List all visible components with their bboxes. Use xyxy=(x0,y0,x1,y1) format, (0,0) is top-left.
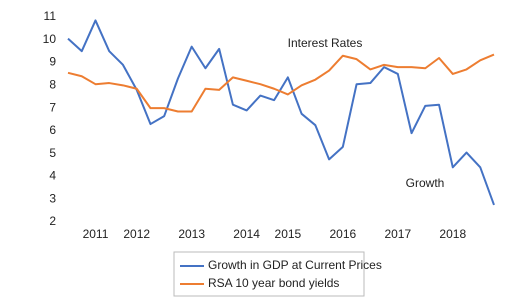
y-tick-label: 2 xyxy=(49,214,56,228)
y-tick-label: 3 xyxy=(49,191,56,205)
x-tick-label: 2017 xyxy=(384,227,411,241)
series-line xyxy=(67,53,495,113)
x-tick-label: 2011 xyxy=(83,227,109,241)
annotation-growth: Growth xyxy=(406,176,445,190)
y-tick-label: 4 xyxy=(49,169,56,183)
y-tick-label: 6 xyxy=(49,123,56,137)
legend-label: RSA 10 year bond yields xyxy=(208,276,339,290)
y-tick-label: 9 xyxy=(49,55,56,69)
x-tick-label: 2012 xyxy=(123,227,150,241)
x-tick-label: 2015 xyxy=(275,227,302,241)
x-tick-label: 2014 xyxy=(233,227,260,241)
x-tick-label: 2016 xyxy=(329,227,356,241)
y-tick-label: 8 xyxy=(49,78,56,92)
annotation-interest: Interest Rates xyxy=(288,36,363,50)
series-line xyxy=(67,19,495,206)
x-tick-label: 2018 xyxy=(439,227,466,241)
y-tick-label: 5 xyxy=(49,146,56,160)
y-tick-label: 10 xyxy=(43,32,57,46)
y-tick-label: 7 xyxy=(49,100,56,114)
legend-label: Growth in GDP at Current Prices xyxy=(208,258,382,272)
y-tick-label: 11 xyxy=(44,9,57,23)
x-tick-label: 2013 xyxy=(178,227,205,241)
legend-box xyxy=(173,251,365,297)
